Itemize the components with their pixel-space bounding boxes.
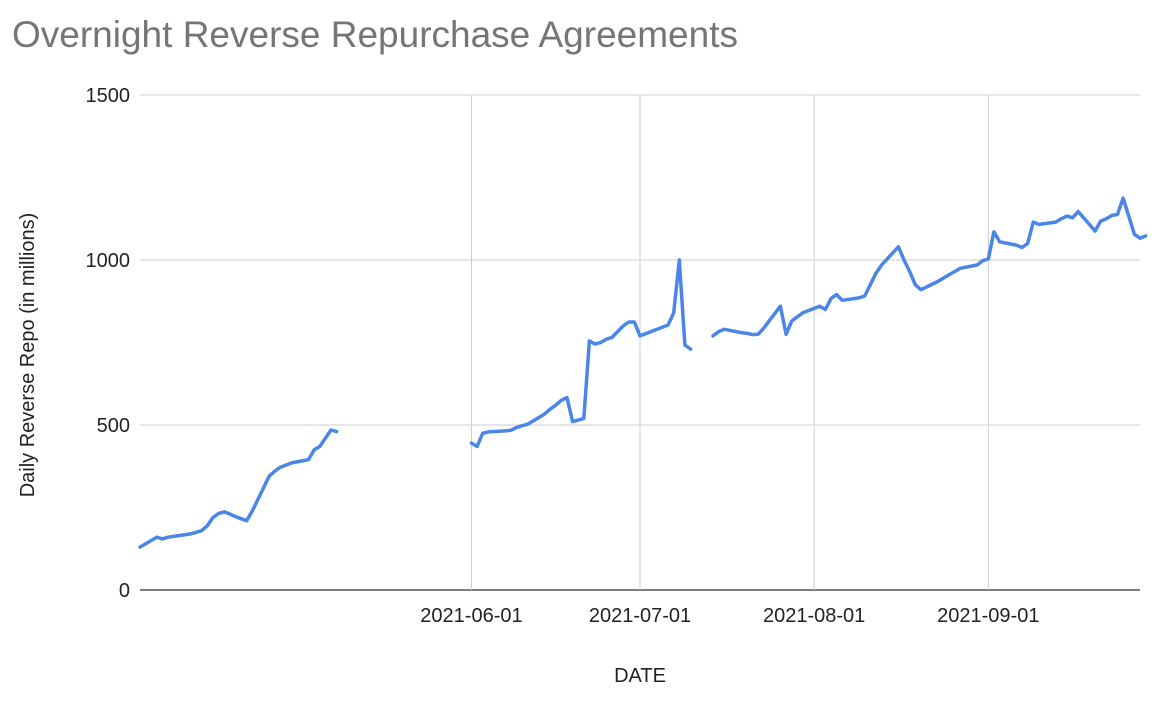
chart-title: Overnight Reverse Repurchase Agreements bbox=[12, 14, 738, 55]
x-tick-label: 2021-06-01 bbox=[420, 605, 522, 627]
x-tick-label: 2021-08-01 bbox=[763, 605, 865, 627]
series-line-segment bbox=[469, 258, 693, 449]
series-line-segment bbox=[711, 196, 1148, 338]
y-axis-title: Daily Reverse Repo (in millions) bbox=[17, 213, 39, 498]
y-tick-label: 1000 bbox=[86, 250, 131, 272]
x-tick-label: 2021-09-01 bbox=[937, 605, 1039, 627]
y-tick-label: 1500 bbox=[86, 85, 131, 107]
x-axis-title: DATE bbox=[614, 665, 666, 687]
series-line-segment bbox=[138, 428, 339, 549]
y-tick-label: 500 bbox=[97, 415, 130, 437]
x-axis-ticks: 2021-06-01 2021-07-01 2021-08-01 2021-09-01 bbox=[420, 605, 1039, 627]
series-line bbox=[138, 196, 1148, 549]
y-axis-ticks: 0 500 1000 1500 bbox=[86, 85, 131, 602]
x-tick-label: 2021-07-01 bbox=[589, 605, 691, 627]
y-tick-label: 0 bbox=[119, 580, 130, 602]
grid bbox=[140, 94, 1140, 591]
